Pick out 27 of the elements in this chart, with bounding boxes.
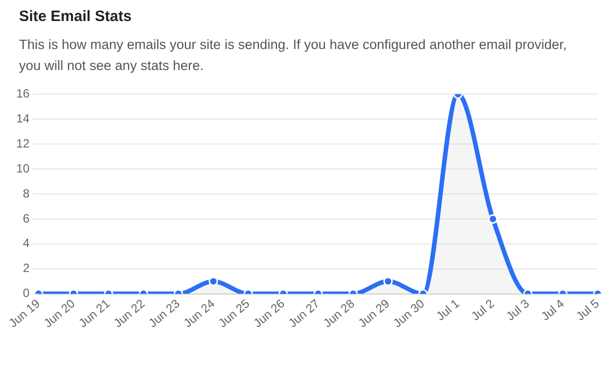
x-tick-label: Jun 28 (320, 296, 358, 330)
x-tick-label: Jun 27 (286, 296, 322, 330)
y-tick-label: 4 (22, 236, 30, 250)
x-tick-label: Jun 25 (216, 296, 253, 330)
x-tick-label: Jul 4 (538, 296, 568, 324)
y-tick-label: 12 (16, 136, 30, 150)
x-tick-label: Jun 23 (146, 296, 183, 330)
y-tick-label: 10 (16, 161, 30, 176)
x-tick-label: Jun 24 (180, 296, 218, 330)
point (488, 214, 498, 224)
x-tick-label: Jul 3 (503, 296, 532, 324)
x-tick-label: Jun 29 (356, 296, 392, 330)
x-tick-label: Jun 26 (250, 296, 288, 330)
x-tick-label: Jul 1 (434, 296, 462, 324)
chart-subtitle: This is how many emails your site is sending. If you have configured another email provider, you will not see any stats here. (19, 36, 568, 75)
y-tick-label: 2 (22, 261, 30, 276)
x-tick-label: Jun 30 (390, 296, 428, 330)
x-tick-label: Jun 21 (76, 296, 113, 330)
x-tick-label: Jul 2 (468, 296, 498, 324)
y-tick-label: 16 (16, 86, 30, 101)
y-tick-label: 6 (22, 211, 30, 226)
chart-title: Site Email Stats (19, 8, 133, 25)
x-tick-label: Jun 20 (41, 296, 78, 330)
y-tick-label: 14 (16, 111, 30, 126)
x-tick-label: Jun 22 (110, 296, 148, 330)
x-tick-label: Jul 5 (573, 296, 602, 324)
y-tick-label: 8 (22, 186, 30, 200)
